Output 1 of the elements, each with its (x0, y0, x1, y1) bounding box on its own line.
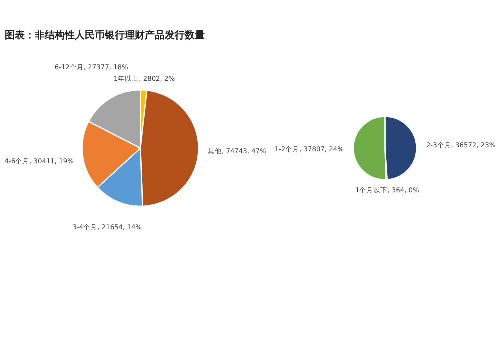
chart-title: 图表：非结构性人民币银行理财产品发行数量 (4, 30, 205, 42)
